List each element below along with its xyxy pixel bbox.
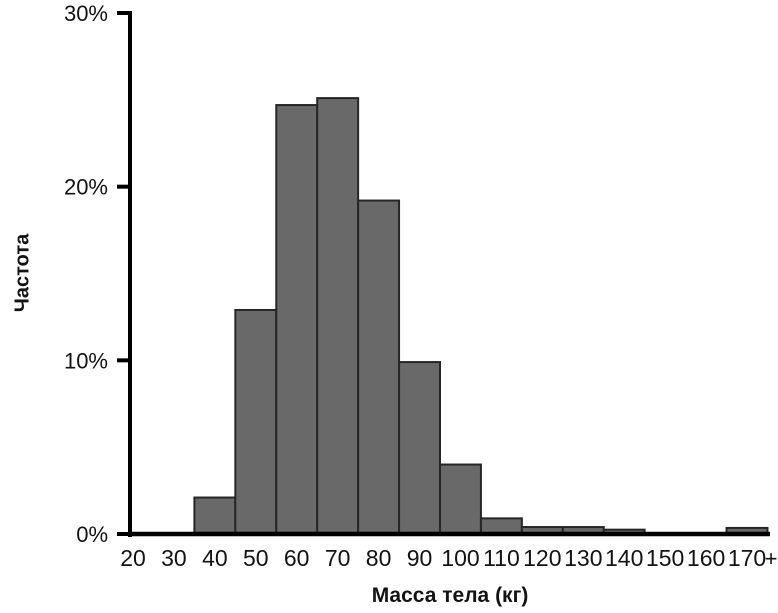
bar-110kg: [479, 517, 523, 535]
x-tick-label: 90: [407, 545, 433, 571]
x-tick-label: 150: [646, 545, 684, 571]
x-tick-label: 20: [120, 545, 146, 571]
y-tick-label: 0%: [76, 522, 108, 547]
x-tick-label: 30: [161, 545, 187, 571]
x-tick-label: 100: [441, 545, 479, 571]
y-axis-title: Частота: [11, 233, 34, 313]
bar-80kg: [357, 199, 401, 535]
x-tick-label: 120: [523, 545, 561, 571]
x-tick-label: 40: [202, 545, 228, 571]
x-tick-label: 80: [366, 545, 392, 571]
x-tick-label: 140: [605, 545, 643, 571]
x-tick-label: 170: [728, 545, 766, 571]
bar-50kg: [234, 308, 278, 535]
bar-70kg: [316, 97, 360, 535]
x-axis-title: Масса тела (кг): [371, 584, 529, 607]
bar-100kg: [439, 463, 482, 535]
x-overflow-label: +: [765, 546, 778, 571]
x-tick-label: 70: [325, 545, 351, 571]
y-tick-label: 20%: [64, 175, 108, 200]
x-tick-label: 160: [687, 545, 725, 571]
bar-90kg: [398, 361, 442, 535]
bar-40kg: [193, 496, 237, 535]
y-tick-label: 10%: [64, 348, 108, 373]
bar-60kg: [275, 104, 319, 535]
y-tick-label: 30%: [64, 1, 108, 26]
x-tick-label: 130: [564, 545, 602, 571]
x-tick-label: 60: [284, 545, 310, 571]
x-tick-label: 50: [243, 545, 269, 571]
x-tick-label: 110: [483, 545, 520, 571]
